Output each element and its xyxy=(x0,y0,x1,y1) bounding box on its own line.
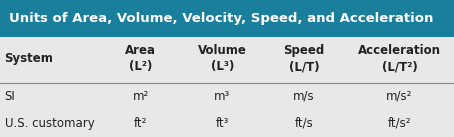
Text: Units of Area, Volume, Velocity, Speed, and Acceleration: Units of Area, Volume, Velocity, Speed, … xyxy=(9,12,434,25)
Text: Area
(L²): Area (L²) xyxy=(125,45,156,73)
FancyBboxPatch shape xyxy=(0,0,454,37)
Text: m/s: m/s xyxy=(293,90,315,103)
Text: m³: m³ xyxy=(214,90,231,103)
Text: ft²: ft² xyxy=(134,117,148,130)
Text: SI: SI xyxy=(5,90,15,103)
Text: ft/s: ft/s xyxy=(295,117,314,130)
Text: m²: m² xyxy=(133,90,149,103)
Text: Acceleration
(L/T²): Acceleration (L/T²) xyxy=(358,45,441,73)
Text: ft/s²: ft/s² xyxy=(388,117,411,130)
Text: U.S. customary: U.S. customary xyxy=(5,117,94,130)
Text: m/s²: m/s² xyxy=(386,90,413,103)
Text: System: System xyxy=(5,52,54,65)
Text: Speed
(L/T): Speed (L/T) xyxy=(284,45,325,73)
Text: ft³: ft³ xyxy=(216,117,229,130)
Text: Volume
(L³): Volume (L³) xyxy=(198,45,247,73)
